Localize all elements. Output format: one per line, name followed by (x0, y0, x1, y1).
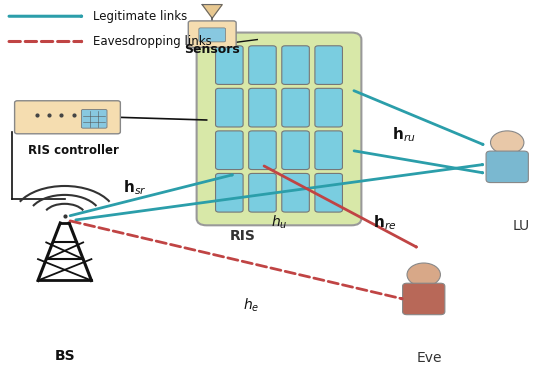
FancyBboxPatch shape (196, 32, 362, 225)
FancyBboxPatch shape (215, 131, 243, 170)
Text: Eavesdropping links: Eavesdropping links (93, 35, 211, 48)
FancyBboxPatch shape (81, 110, 107, 128)
FancyBboxPatch shape (188, 21, 236, 47)
FancyBboxPatch shape (249, 131, 276, 170)
FancyBboxPatch shape (249, 88, 276, 127)
FancyBboxPatch shape (15, 101, 121, 134)
Text: Legitimate links: Legitimate links (93, 10, 187, 23)
Text: Sensors: Sensors (184, 43, 240, 56)
FancyBboxPatch shape (249, 46, 276, 85)
Text: $\mathbf{h}_{re}$: $\mathbf{h}_{re}$ (373, 213, 397, 232)
FancyBboxPatch shape (282, 174, 309, 212)
FancyBboxPatch shape (402, 283, 445, 315)
Circle shape (490, 131, 524, 154)
FancyBboxPatch shape (282, 88, 309, 127)
FancyBboxPatch shape (215, 174, 243, 212)
Text: BS: BS (54, 349, 75, 363)
Text: $h_u$: $h_u$ (271, 213, 287, 231)
Text: LU: LU (513, 219, 530, 233)
FancyBboxPatch shape (315, 88, 343, 127)
FancyBboxPatch shape (215, 46, 243, 85)
Text: $\mathbf{h}_{ru}$: $\mathbf{h}_{ru}$ (392, 126, 416, 144)
FancyBboxPatch shape (282, 131, 309, 170)
FancyBboxPatch shape (249, 174, 276, 212)
FancyBboxPatch shape (215, 88, 243, 127)
FancyBboxPatch shape (315, 46, 343, 85)
Text: RIS: RIS (230, 229, 256, 243)
Text: $\mathbf{h}_{sr}$: $\mathbf{h}_{sr}$ (123, 178, 146, 197)
FancyBboxPatch shape (199, 28, 225, 42)
Polygon shape (202, 5, 222, 18)
Text: $h_e$: $h_e$ (243, 297, 259, 314)
FancyBboxPatch shape (282, 46, 309, 85)
Text: RIS controller: RIS controller (27, 144, 118, 157)
Circle shape (407, 263, 440, 286)
FancyBboxPatch shape (315, 131, 343, 170)
Text: Eve: Eve (416, 351, 442, 365)
FancyBboxPatch shape (315, 174, 343, 212)
FancyBboxPatch shape (486, 151, 528, 183)
